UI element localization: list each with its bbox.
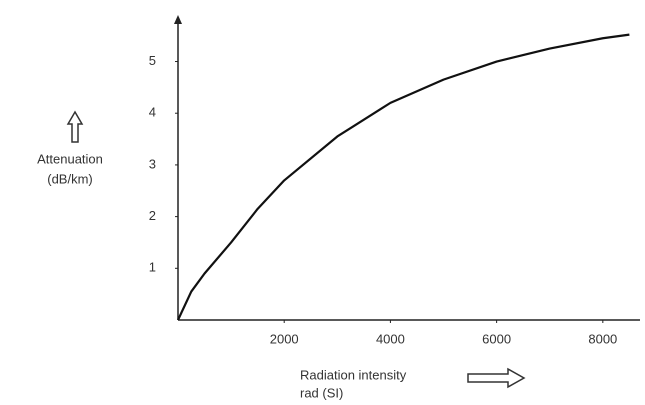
y-tick-label: 1 [149,260,156,275]
x-tick-label: 2000 [270,331,299,346]
x-axis-label: Radiation intensity [300,367,407,382]
up-arrow-icon [66,110,84,143]
x-axis-label: rad (SI) [300,385,343,400]
x-tick-label: 4000 [376,331,405,346]
x-tick-label: 6000 [482,331,511,346]
y-tick-label: 4 [149,105,156,120]
line-series [177,33,630,321]
y-axis-label: Attenuation [37,151,103,166]
y-axis-arrow [174,15,182,24]
y-tick-label: 3 [149,156,156,171]
y-tick-label: 5 [149,53,156,68]
x-tick-label: 8000 [588,331,617,346]
y-tick-label: 2 [149,208,156,223]
right-arrow-icon [467,367,526,389]
y-axis-label: (dB/km) [47,171,93,186]
